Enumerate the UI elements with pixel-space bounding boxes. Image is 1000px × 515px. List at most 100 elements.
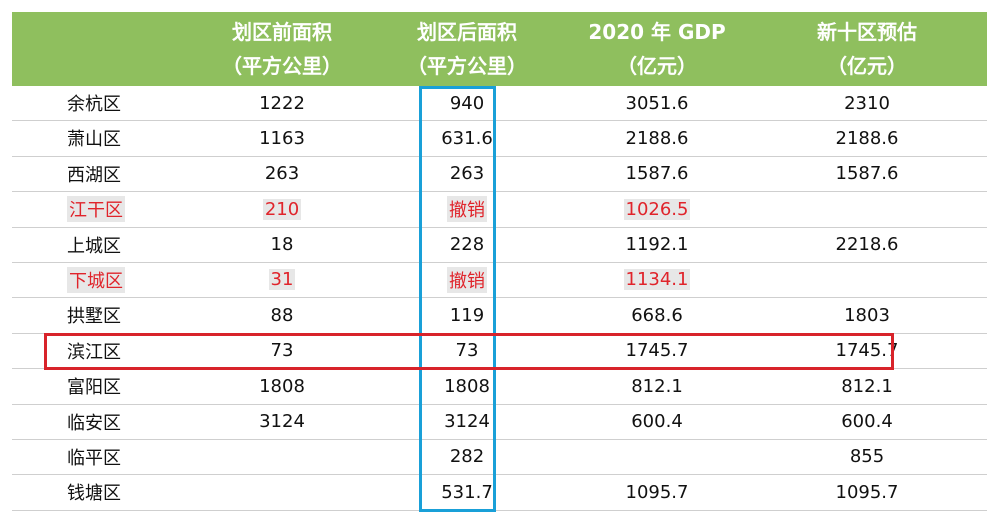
cell-text: 3124	[444, 411, 490, 433]
cell-text: 210	[262, 198, 302, 220]
cell-name: 下城区	[67, 263, 187, 297]
cell-text: 余杭区	[67, 94, 121, 115]
cell-est: 812.1	[782, 369, 952, 403]
cell-name: 西湖区	[67, 157, 187, 191]
table-row: 拱墅区 88 119 668.6 1803	[12, 298, 987, 334]
header-unit: （亿元）	[827, 54, 907, 78]
header-unit: （亿元）	[617, 54, 697, 78]
cell-text: 1803	[844, 304, 890, 326]
cell-name: 江干区	[67, 192, 187, 226]
cell-text: 上城区	[67, 235, 121, 257]
cell-text: 1745.7	[625, 340, 689, 362]
cell-text: 2218.6	[835, 234, 899, 256]
table-row: 临安区 3124 3124 600.4 600.4	[12, 405, 987, 440]
cell-before: 1163	[207, 121, 357, 155]
cell-est	[782, 263, 952, 297]
table-body: 余杭区 1222 940 3051.6 2310 萧山区 1163 631.6 2188.6 21…	[12, 86, 987, 511]
cell-name: 滨江区	[67, 334, 187, 368]
cell-text: 江干区	[67, 196, 125, 223]
cell-text: 531.7	[441, 481, 493, 503]
cell-text: 600.4	[841, 411, 893, 433]
cell-name: 萧山区	[67, 121, 187, 155]
cell-before: 3124	[207, 405, 357, 439]
cell-gdp: 1192.1	[572, 228, 742, 262]
cell-after: 撤销	[407, 192, 527, 226]
cell-est: 600.4	[782, 405, 952, 439]
table-row: 滨江区 73 73 1745.7 1745.7	[12, 334, 987, 370]
cell-text: 下城区	[67, 266, 125, 293]
cell-after: 撤销	[407, 263, 527, 297]
cell-text: 临平区	[67, 447, 121, 469]
cell-gdp: 668.6	[572, 298, 742, 332]
cell-name: 富阳区	[67, 369, 187, 403]
cell-after: 282	[407, 440, 527, 474]
cell-text: 1095.7	[625, 481, 689, 503]
cell-after: 631.6	[407, 121, 527, 155]
cell-text: 1222	[259, 92, 305, 114]
cell-before: 263	[207, 157, 357, 191]
cell-text: 1192.1	[625, 234, 689, 256]
cell-est: 1587.6	[782, 157, 952, 191]
cell-before	[207, 475, 357, 509]
cell-name: 上城区	[67, 228, 187, 262]
cell-est: 1745.7	[782, 334, 952, 368]
header-area-before: 划区前面积 （平方公里）	[207, 12, 357, 86]
cell-before: 88	[207, 298, 357, 332]
cell-text: 拱墅区	[67, 306, 121, 328]
cell-before: 18	[207, 228, 357, 262]
cell-gdp: 1587.6	[572, 157, 742, 191]
cell-text: 钱塘区	[67, 483, 121, 505]
cell-text: 600.4	[631, 411, 683, 433]
table-header: 划区前面积 （平方公里） 划区后面积 （平方公里） 2020 年 GDP （亿元…	[12, 12, 987, 86]
cell-text: 富阳区	[67, 377, 121, 399]
cell-after: 73	[407, 334, 527, 368]
cell-gdp: 1134.1	[572, 263, 742, 297]
header-unit: （平方公里）	[222, 54, 342, 78]
cell-text: 282	[449, 446, 485, 468]
cell-est: 2218.6	[782, 228, 952, 262]
cell-gdp: 1745.7	[572, 334, 742, 368]
cell-before: 73	[207, 334, 357, 368]
cell-text: 西湖区	[67, 164, 121, 186]
cell-text: 1134.1	[623, 269, 691, 291]
cell-gdp: 812.1	[572, 369, 742, 403]
cell-est: 1803	[782, 298, 952, 332]
cell-text: 1808	[259, 375, 305, 397]
cell-before	[207, 440, 357, 474]
cell-after: 1808	[407, 369, 527, 403]
cell-name: 钱塘区	[67, 475, 187, 509]
cell-before: 210	[207, 192, 357, 226]
cell-text: 228	[449, 234, 485, 256]
cell-text: 滨江区	[67, 341, 121, 363]
cell-text: 1095.7	[835, 481, 899, 503]
cell-text: 2188.6	[835, 127, 899, 149]
cell-before: 1222	[207, 86, 357, 120]
header-unit: （平方公里）	[407, 54, 527, 78]
table-row: 余杭区 1222 940 3051.6 2310	[12, 86, 987, 122]
cell-gdp	[572, 440, 742, 474]
table-row: 下城区 31 撤销 1134.1	[12, 263, 987, 299]
cell-after: 228	[407, 228, 527, 262]
cell-text: 31	[268, 269, 296, 291]
cell-gdp: 3051.6	[572, 86, 742, 120]
header-new-estimate: 新十区预估 （亿元）	[782, 12, 952, 86]
cell-text: 1163	[259, 127, 305, 149]
cell-text: 812.1	[631, 375, 683, 397]
header-text: 新十区预估	[817, 20, 917, 44]
header-gdp-2020: 2020 年 GDP （亿元）	[572, 12, 742, 86]
cell-before: 1808	[207, 369, 357, 403]
cell-gdp: 1026.5	[572, 192, 742, 226]
table-row: 富阳区 1808 1808 812.1 812.1	[12, 369, 987, 405]
header-text: 划区前面积	[232, 20, 332, 44]
header-area-after: 划区后面积 （平方公里）	[387, 12, 547, 86]
cell-est: 2188.6	[782, 121, 952, 155]
header-text: 2020 年 GDP	[588, 20, 726, 44]
cell-text: 73	[270, 340, 294, 362]
cell-gdp: 2188.6	[572, 121, 742, 155]
cell-name: 临安区	[67, 405, 187, 439]
cell-text: 119	[449, 304, 485, 326]
cell-text: 263	[449, 163, 485, 185]
cell-est: 855	[782, 440, 952, 474]
cell-text: 812.1	[841, 375, 893, 397]
cell-text: 940	[449, 92, 485, 114]
